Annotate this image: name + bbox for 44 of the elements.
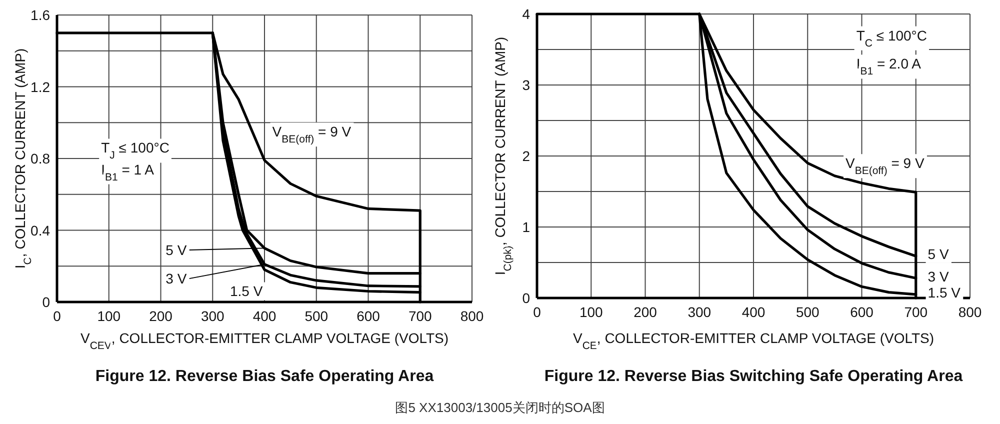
y-tick-label: 0 [522,290,530,306]
x-tick-label: 100 [97,308,121,324]
x-tick-label: 200 [149,308,173,324]
annotation: I$_{B1}$ = 2.0 A [856,56,922,78]
x-tick-label: 200 [634,304,658,320]
series-label: 1.5 V [928,284,962,300]
series-label: 5 V [928,246,950,262]
text: Figure 12. Reverse Bias Safe Operating Area [95,368,434,385]
x-tick-label: 0 [533,304,542,320]
y-tick-label: 2 [522,148,530,164]
x-axis-title: V$_{CEV}$, COLLECTOR-EMITTER CLAMP VOLTAGE (VOLTS) [80,330,449,352]
y-tick-label: 0.8 [30,150,50,166]
y-tick-label: 3 [522,77,530,93]
annotation: T$_{C}$ ≤ 100°C [856,27,928,50]
x-tick-label: 600 [850,304,874,320]
series-label: V$_{BE(off)}$ = 9 V [272,124,352,146]
series-label: 1.5 V [230,283,264,300]
x-tick-label: 700 [408,308,432,324]
x-tick-label: 100 [579,304,604,320]
annotation: I$_{B1}$ = 1 A [101,161,155,184]
x-tick-label: 300 [688,304,712,320]
x-tick-label: 500 [796,304,820,320]
series-label: V$_{BE(off)}$ = 9 V [846,155,925,178]
x-axis-title: V$_{CE}$, COLLECTOR-EMITTER CLAMP VOLTAGE (VOLTS) [572,330,934,352]
y-tick-label: 1.2 [30,78,50,95]
text: 5 V [166,242,188,258]
y-tick-label: 1 [522,219,530,235]
x-tick-label: 0 [53,308,62,324]
y-tick-label: 4 [522,6,530,22]
y-tick-label: 1.6 [30,7,50,23]
y-tick-label: 0 [42,294,50,310]
x-tick-label: 600 [356,308,380,324]
annotation: T$_{J}$ ≤ 100°C [101,140,170,162]
x-tick-label: 800 [460,308,484,324]
x-tick-label: 300 [200,308,225,324]
x-tick-label: 500 [304,308,328,324]
text: Figure 12. Reverse Bias Switching Safe Operating Area [544,368,963,385]
text: 3 V [166,270,188,287]
x-tick-label: 800 [958,304,982,320]
x-tick-label: 700 [904,304,928,320]
series-label: 3 V [928,268,950,285]
x-tick-label: 400 [252,308,276,324]
caption: 图5 XX13003/13005关闭时的SOA图 [395,400,605,415]
x-tick-label: 400 [742,304,766,320]
